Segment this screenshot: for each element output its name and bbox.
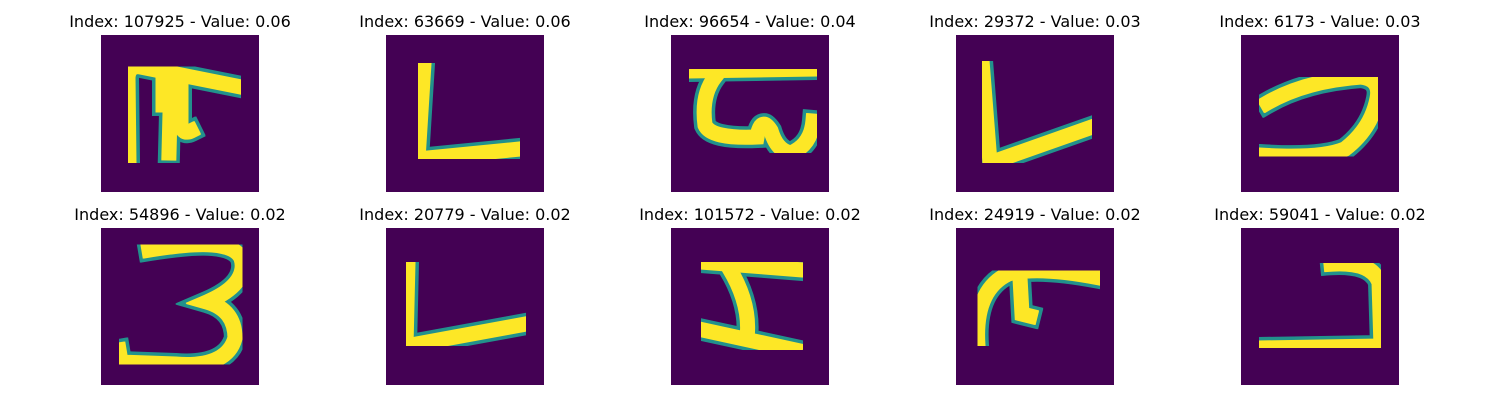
handwritten-glyph <box>101 228 259 385</box>
handwritten-glyph <box>1241 35 1399 192</box>
panel-title: Index: 59041 - Value: 0.02 <box>1178 205 1462 224</box>
digit-image <box>1241 35 1399 192</box>
panel-title: Index: 101572 - Value: 0.02 <box>608 205 892 224</box>
handwritten-glyph <box>956 228 1114 385</box>
panel-title: Index: 96654 - Value: 0.04 <box>608 12 892 31</box>
panel-title: Index: 29372 - Value: 0.03 <box>893 12 1177 31</box>
digit-image <box>671 228 829 385</box>
handwritten-glyph <box>671 35 829 192</box>
handwritten-glyph <box>386 228 544 385</box>
handwritten-glyph <box>101 35 259 192</box>
digit-image <box>101 35 259 192</box>
handwritten-glyph <box>956 35 1114 192</box>
panel-title: Index: 24919 - Value: 0.02 <box>893 205 1177 224</box>
digit-image <box>671 35 829 192</box>
handwritten-glyph <box>386 35 544 192</box>
digit-image <box>1241 228 1399 385</box>
digit-image <box>386 35 544 192</box>
digit-image <box>386 228 544 385</box>
handwritten-glyph <box>671 228 829 385</box>
digit-image <box>101 228 259 385</box>
panel-title: Index: 54896 - Value: 0.02 <box>38 205 322 224</box>
panel-title: Index: 6173 - Value: 0.03 <box>1178 12 1462 31</box>
panel-title: Index: 20779 - Value: 0.02 <box>323 205 607 224</box>
handwritten-glyph <box>1241 228 1399 385</box>
panel-title: Index: 63669 - Value: 0.06 <box>323 12 607 31</box>
digit-image <box>956 228 1114 385</box>
digit-image <box>956 35 1114 192</box>
panel-title: Index: 107925 - Value: 0.06 <box>38 12 322 31</box>
